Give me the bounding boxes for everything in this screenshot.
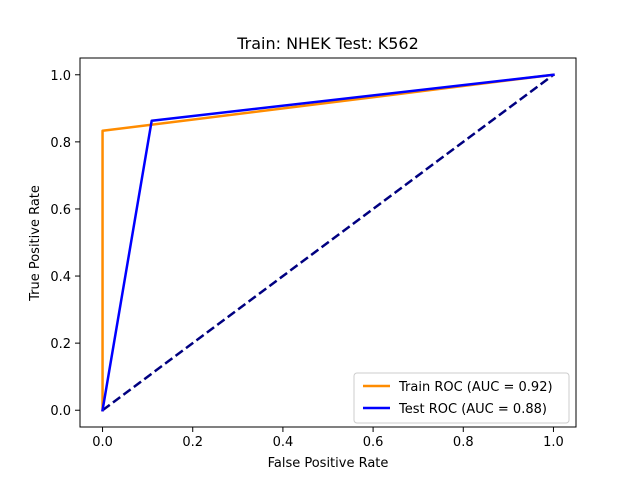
y-tick-label: 0.4	[50, 270, 71, 285]
x-axis-label: False Positive Rate	[268, 456, 389, 471]
legend-entry-label: Train ROC (AUC = 0.92)	[398, 380, 553, 395]
y-tick-label: 1.0	[50, 69, 71, 84]
legend-entry-label: Test ROC (AUC = 0.88)	[398, 402, 547, 417]
x-tick-label: 1.0	[543, 435, 564, 450]
x-tick-label: 0.4	[273, 435, 294, 450]
series-line-0	[101, 73, 555, 412]
chart-title: Train: NHEK Test: K562	[236, 34, 419, 53]
x-tick-label: 0.8	[453, 435, 474, 450]
x-tick-label: 0.6	[363, 435, 384, 450]
y-tick-label: 0.2	[50, 337, 71, 352]
y-axis-label: True Positive Rate	[28, 185, 43, 302]
plot-area: 0.0 0.2 0.4 0.6 0.8 1.0 0.0 0.2 0.4 0.6 0.8 1.0	[50, 57, 577, 450]
chance-diagonal-line	[101, 73, 555, 412]
axes-frame	[79, 57, 577, 428]
y-tick-label: 0.6	[50, 203, 71, 218]
x-tick-label: 0.2	[182, 435, 203, 450]
legend: Train ROC (AUC = 0.92) Test ROC (AUC = 0.…	[353, 372, 570, 424]
y-tick-label: 0.0	[50, 404, 71, 419]
x-tick-label: 0.0	[92, 435, 113, 450]
y-tick-label: 0.8	[50, 136, 71, 151]
legend-box	[353, 372, 570, 424]
series-line-1	[101, 73, 555, 412]
